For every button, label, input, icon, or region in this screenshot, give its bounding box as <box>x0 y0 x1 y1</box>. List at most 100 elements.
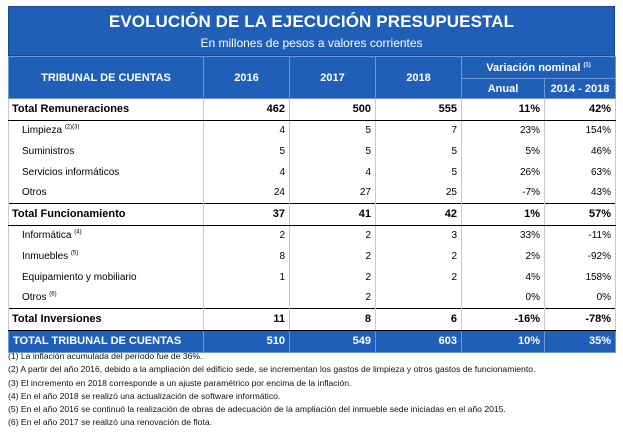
cell-2016: 37 <box>203 202 290 226</box>
row-note: (4) <box>74 230 82 237</box>
cell-2018: 3 <box>375 225 462 247</box>
cell-annual: 26% <box>461 161 545 183</box>
row-label: Total Inversiones <box>8 307 204 331</box>
budget-report: EVOLUCIÓN DE LA EJECUCIÓN PRESUPUESTAL E… <box>8 6 617 353</box>
row-label: TOTAL TRIBUNAL DE CUENTAS <box>8 329 204 353</box>
row-label: Total Funcionamiento <box>8 202 204 226</box>
cell-2018: 42 <box>375 202 462 226</box>
cell-2018 <box>375 287 462 309</box>
cell-range: -78% <box>543 307 617 331</box>
row-note: (5) <box>70 250 79 257</box>
row-label: Suministros <box>8 141 204 162</box>
cell-2018: 6 <box>375 307 462 331</box>
cell-2016: 510 <box>203 329 290 353</box>
table-row: Servicios informáticos 4 4 5 26% 63% <box>8 161 617 183</box>
cell-annual: 11% <box>461 98 545 121</box>
report-title: EVOLUCIÓN DE LA EJECUCIÓN PRESUPUESTAL <box>108 12 515 31</box>
cell-2016: 462 <box>203 98 290 121</box>
title-banner: EVOLUCIÓN DE LA EJECUCIÓN PRESUPUESTAL E… <box>8 6 615 56</box>
cell-2016: 4 <box>203 120 290 142</box>
cell-range: 35% <box>543 329 617 353</box>
footnote: (1) La inflación acumulada del período f… <box>8 351 203 361</box>
cell-range: 158% <box>543 266 617 288</box>
cell-2017: 5 <box>289 141 376 162</box>
cell-2017: 549 <box>289 329 376 353</box>
cell-2017: 27 <box>289 182 376 204</box>
cell-range: 63% <box>543 161 617 183</box>
table-row: Otros (6) 2 0% 0% <box>8 287 617 309</box>
table-row: Informática (4) 2 2 3 33% -11% <box>8 225 617 247</box>
header-year-2016: 2016 <box>203 56 290 99</box>
cell-2017: 4 <box>289 161 376 183</box>
cell-annual: -7% <box>461 182 545 204</box>
header-variation: Variación nominal (1) <box>460 56 617 79</box>
cell-annual: 0% <box>461 287 545 309</box>
cell-range: 43% <box>543 182 617 204</box>
cell-2016 <box>203 287 290 309</box>
table-row: Total Remuneraciones 462 500 555 11% 42% <box>8 98 617 121</box>
cell-2017: 500 <box>289 98 376 121</box>
cell-range: 46% <box>543 141 617 162</box>
table-row: Suministros 5 5 5 5% 46% <box>8 141 617 162</box>
budget-table: TRIBUNAL DE CUENTAS 2016 2017 2018 Varia… <box>8 56 617 353</box>
cell-range: 154% <box>543 120 617 142</box>
cell-annual: 4% <box>461 266 545 288</box>
footnote: (5) En el año 2016 se continuó la realiz… <box>8 404 506 415</box>
cell-2017: 2 <box>289 266 376 288</box>
cell-2016: 11 <box>203 307 290 331</box>
row-label: Total Remuneraciones <box>8 98 204 121</box>
cell-2017: 41 <box>289 202 376 226</box>
cell-2017: 2 <box>289 246 376 267</box>
header-entity: TRIBUNAL DE CUENTAS <box>8 56 204 99</box>
row-label: Servicios informáticos <box>8 161 204 183</box>
cell-2018: 603 <box>375 329 462 353</box>
cell-annual: 23% <box>461 120 545 142</box>
cell-annual: -16% <box>461 307 545 331</box>
cell-2016: 5 <box>203 141 290 162</box>
cell-2017: 5 <box>289 120 376 142</box>
cell-annual: 10% <box>461 329 545 353</box>
row-note: (6) <box>49 291 57 298</box>
header-annual: Anual <box>461 78 545 99</box>
cell-2018: 555 <box>375 98 462 121</box>
cell-2016: 1 <box>203 266 290 288</box>
table-row: Equipamiento y mobiliario 1 2 2 4% 158% <box>8 266 617 288</box>
cell-2016: 24 <box>203 182 290 204</box>
table-row-grand-total: TOTAL TRIBUNAL DE CUENTAS 510 549 603 10… <box>8 329 617 353</box>
cell-annual: 5% <box>461 141 545 162</box>
row-label: Inmuebles (5) <box>8 246 204 267</box>
cell-annual: 33% <box>461 225 545 247</box>
row-label: Otros <box>8 182 204 204</box>
header-range: 2014 - 2018 <box>543 78 617 99</box>
cell-annual: 1% <box>461 202 545 226</box>
row-note: (2)(3) <box>64 125 80 132</box>
cell-2017: 8 <box>289 307 376 331</box>
cell-2018: 25 <box>375 182 462 204</box>
cell-2018: 2 <box>375 266 462 288</box>
table-row: Inmuebles (5) 8 2 2 2% -92% <box>8 246 617 267</box>
header-variation-label: Variación nominal <box>486 61 581 74</box>
footnote: (6) En el año 2017 se realizó una renova… <box>8 417 212 428</box>
cell-2018: 5 <box>375 161 462 183</box>
cell-annual: 2% <box>461 246 545 267</box>
table-row: Total Funcionamiento 37 41 42 1% 57% <box>8 202 617 226</box>
cell-range: -11% <box>543 225 617 247</box>
report-subtitle: En millones de pesos a valores corriente… <box>200 36 423 50</box>
cell-range: 57% <box>543 202 617 226</box>
cell-2017: 2 <box>289 225 376 247</box>
cell-range: 42% <box>543 98 617 121</box>
cell-2016: 4 <box>203 161 290 183</box>
table-row: Limpieza (2)(3) 4 5 7 23% 154% <box>8 120 617 142</box>
cell-2016: 8 <box>203 246 290 267</box>
cell-2016: 2 <box>203 225 290 247</box>
footnote: (3) El incremento en 2018 corresponde a … <box>8 377 352 388</box>
row-label: Equipamiento y mobiliario <box>8 266 204 288</box>
cell-2018: 7 <box>375 120 462 142</box>
row-label: Otros (6) <box>8 287 204 309</box>
cell-range: -92% <box>543 246 617 267</box>
footnote: (4) En el año 2018 se realizó una actual… <box>8 390 281 401</box>
header-year-2018: 2018 <box>375 56 462 99</box>
cell-2017: 2 <box>289 287 376 309</box>
row-label: Informática (4) <box>8 225 204 247</box>
table-row: Otros 24 27 25 -7% 43% <box>8 182 617 204</box>
